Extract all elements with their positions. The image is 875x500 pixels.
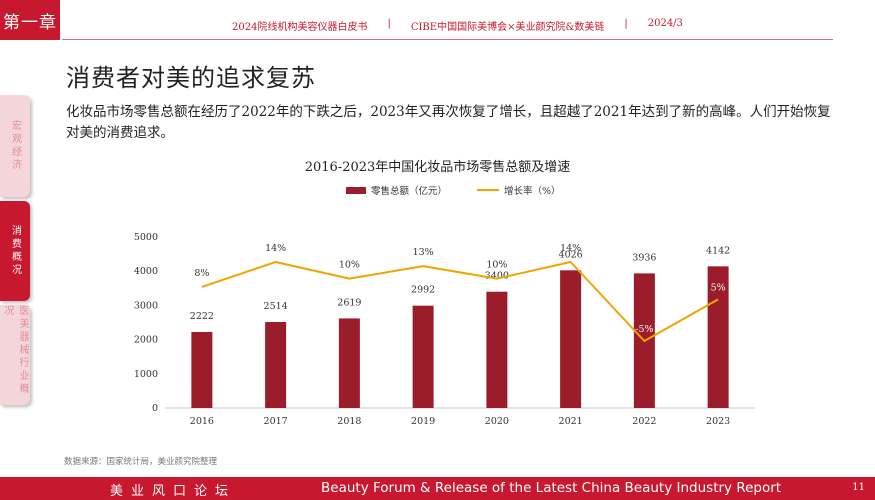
bar bbox=[265, 322, 287, 408]
y-tick-label: 1000 bbox=[134, 369, 158, 380]
side-tab-medical-beauty-devices[interactable]: 医美器械行业概况 bbox=[0, 305, 30, 405]
chart-title: 2016-2023年中国化妆品市场零售总额及增速 bbox=[304, 160, 571, 175]
header-report-title: 2024院线机构美容仪器白皮书 bbox=[232, 22, 368, 33]
growth-data-label: 14% bbox=[265, 243, 286, 254]
growth-data-label: 10% bbox=[486, 260, 507, 271]
bar-data-label: 2992 bbox=[411, 285, 435, 296]
footer-forum-name: 美业风口论坛 bbox=[110, 484, 237, 499]
growth-data-label: 13% bbox=[413, 247, 434, 258]
bar bbox=[560, 270, 582, 408]
y-tick-label: 4000 bbox=[134, 266, 158, 277]
growth-data-label: 14% bbox=[560, 243, 581, 254]
footer-report-name: Beauty Forum & Release of the Latest Chi… bbox=[321, 480, 782, 496]
header-date: 2024/3 bbox=[647, 18, 683, 29]
side-tab-macro-economy[interactable]: 宏观经济 bbox=[0, 95, 30, 197]
x-tick-label: 2021 bbox=[559, 416, 583, 427]
bar-data-label: 4142 bbox=[706, 245, 730, 256]
growth-data-label: -5% bbox=[635, 324, 653, 335]
bar bbox=[338, 318, 360, 408]
y-tick-label: 0 bbox=[152, 403, 158, 414]
bar-data-label: 3936 bbox=[632, 252, 656, 263]
chart-legend: 零售总额（亿元） 增长率（%） bbox=[346, 183, 561, 197]
header-separator: | bbox=[387, 18, 391, 29]
page-description: 化妆品市场零售总额在经历了2022年的下跌之后，2023年又再次恢复了增长，且超… bbox=[66, 104, 831, 141]
bar bbox=[486, 291, 508, 408]
header-separator: | bbox=[624, 18, 628, 29]
legend-item-growth: 增长率（%） bbox=[477, 183, 561, 197]
x-tick-label: 2017 bbox=[264, 416, 288, 427]
header-bar: 2024院线机构美容仪器白皮书 | CIBE中国国际美博会×美业颜究院&数美链 … bbox=[232, 18, 683, 33]
bar bbox=[191, 332, 213, 408]
x-tick-label: 2016 bbox=[190, 416, 214, 427]
page-title: 消费者对美的追求复苏 bbox=[66, 64, 316, 92]
bar-data-label: 3400 bbox=[485, 271, 509, 282]
legend-line-swatch bbox=[477, 189, 500, 191]
y-tick-label: 3000 bbox=[134, 300, 158, 311]
chapter-tag: 第一章 bbox=[0, 0, 60, 40]
x-tick-label: 2019 bbox=[411, 416, 435, 427]
bar bbox=[412, 305, 434, 408]
x-tick-label: 2022 bbox=[632, 416, 656, 427]
bar-data-label: 4026 bbox=[559, 249, 583, 260]
growth-data-label: 5% bbox=[711, 282, 726, 293]
header-divider bbox=[62, 39, 833, 40]
growth-data-label: 8% bbox=[194, 268, 209, 279]
growth-rate-line bbox=[201, 261, 719, 342]
bar-data-label: 2619 bbox=[337, 297, 361, 308]
footer-bar: 美业风口论坛 Beauty Forum & Release of the Lat… bbox=[0, 477, 875, 500]
y-tick-label: 5000 bbox=[134, 232, 158, 243]
legend-item-sales: 零售总额（亿元） bbox=[346, 183, 447, 197]
growth-data-label: 10% bbox=[339, 260, 360, 271]
x-tick-label: 2020 bbox=[485, 416, 509, 427]
legend-bar-swatch bbox=[346, 186, 366, 194]
legend-label-growth: 增长率（%） bbox=[504, 186, 561, 197]
bar-data-label: 2514 bbox=[264, 301, 288, 312]
header-organizers: CIBE中国国际美博会×美业颜究院&数美链 bbox=[410, 22, 605, 33]
page-number: 11 bbox=[852, 482, 865, 493]
y-tick-label: 2000 bbox=[134, 335, 158, 346]
data-source-note: 数据来源：国家统计局，美业颜究院整理 bbox=[64, 457, 218, 467]
x-tick-label: 2018 bbox=[337, 416, 361, 427]
side-tab-consumption-overview[interactable]: 消费概况 bbox=[0, 201, 30, 301]
legend-label-sales: 零售总额（亿元） bbox=[371, 186, 448, 197]
x-tick-label: 2023 bbox=[706, 416, 730, 427]
bar-data-label: 2222 bbox=[190, 311, 214, 322]
